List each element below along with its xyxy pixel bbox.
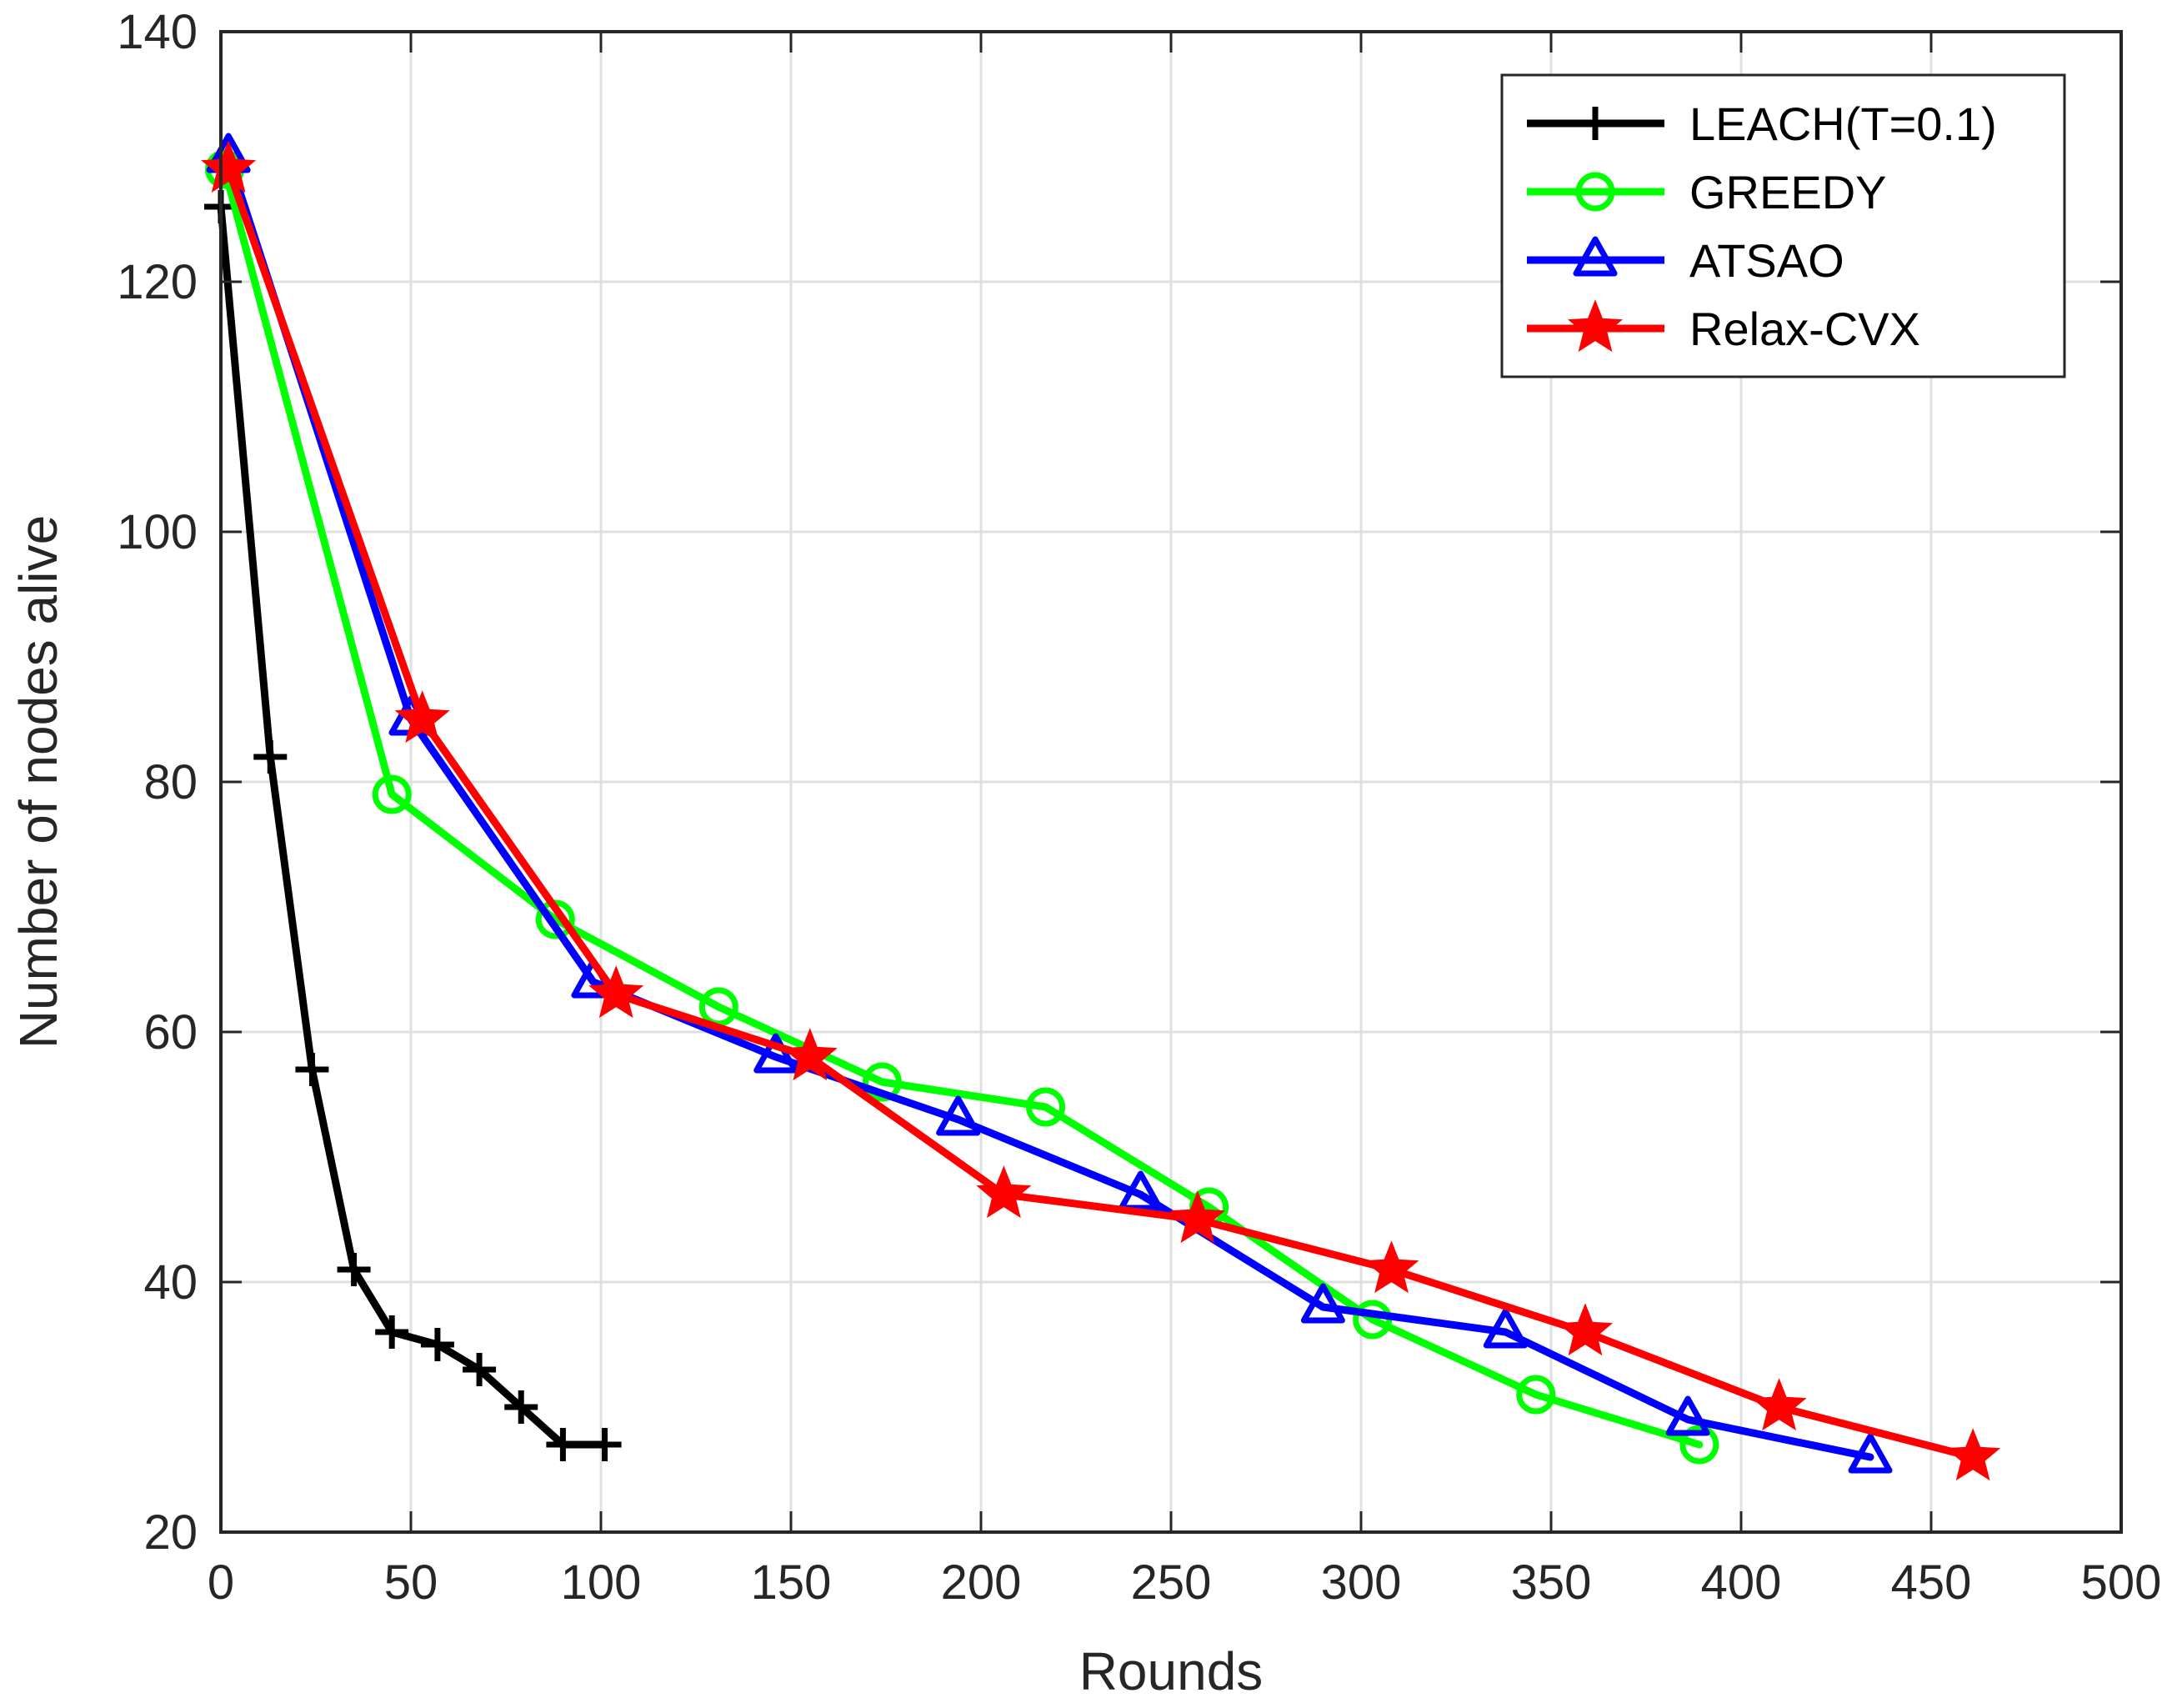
y-tick-label: 60 bbox=[143, 1005, 198, 1059]
data-point bbox=[1300, 1283, 1345, 1324]
series-group bbox=[201, 133, 2001, 1481]
x-tick-label: 150 bbox=[751, 1555, 832, 1610]
data-point bbox=[1119, 1170, 1164, 1211]
data-point bbox=[253, 740, 288, 774]
legend-item: LEACH(T=0.1) bbox=[1527, 98, 1997, 150]
x-tick-label: 250 bbox=[1131, 1555, 1212, 1610]
legend-label: ATSAO bbox=[1689, 234, 1844, 287]
data-point bbox=[588, 1428, 622, 1461]
data-point bbox=[463, 1353, 497, 1386]
data-point bbox=[295, 1053, 329, 1086]
data-point bbox=[394, 690, 450, 744]
data-point bbox=[372, 774, 412, 814]
y-tick-label: 80 bbox=[143, 755, 198, 809]
data-point bbox=[375, 1315, 409, 1349]
data-point bbox=[504, 1390, 538, 1424]
x-tick-label: 350 bbox=[1511, 1555, 1592, 1610]
x-axis-title: Rounds bbox=[1079, 1641, 1264, 1701]
data-point bbox=[976, 1165, 1032, 1219]
series-line bbox=[217, 203, 609, 1449]
x-tick-label: 0 bbox=[208, 1555, 234, 1610]
data-point bbox=[1751, 1378, 1807, 1431]
x-tick-label: 400 bbox=[1701, 1555, 1782, 1610]
data-point bbox=[1483, 1308, 1528, 1349]
x-tick-label: 300 bbox=[1321, 1555, 1402, 1610]
data-point bbox=[1169, 1190, 1225, 1244]
data-point bbox=[1848, 1433, 1893, 1474]
legend-marker bbox=[1568, 299, 1623, 353]
data-point bbox=[1558, 1303, 1614, 1356]
x-tick-label: 200 bbox=[941, 1555, 1022, 1610]
data-point bbox=[1516, 1375, 1556, 1415]
data-point bbox=[1026, 1087, 1066, 1127]
legend-marker bbox=[1575, 172, 1615, 212]
series-line bbox=[221, 165, 1704, 1449]
y-axis-title: Number of nodes alive bbox=[8, 515, 68, 1049]
series-line bbox=[224, 153, 1874, 1461]
data-point bbox=[753, 1033, 798, 1074]
legend-marker bbox=[1579, 107, 1612, 140]
y-tick-label: 140 bbox=[117, 5, 198, 59]
data-point bbox=[588, 965, 644, 1019]
legend-label: LEACH(T=0.1) bbox=[1689, 98, 1997, 150]
data-point bbox=[546, 1428, 580, 1461]
legend-label: GREEDY bbox=[1689, 166, 1887, 218]
data-point bbox=[1679, 1425, 1719, 1465]
data-point bbox=[782, 1028, 838, 1081]
data-point bbox=[1945, 1428, 2001, 1481]
legend-marker bbox=[1573, 236, 1618, 277]
series-relax-cvx bbox=[201, 140, 2001, 1481]
data-point bbox=[1364, 1240, 1419, 1294]
legend-item: ATSAO bbox=[1527, 234, 1844, 287]
data-point bbox=[862, 1062, 902, 1102]
data-point bbox=[201, 140, 257, 193]
legend-item: Relax-CVX bbox=[1527, 299, 1920, 355]
y-tick-label: 120 bbox=[117, 255, 198, 309]
y-tick-label: 20 bbox=[143, 1505, 198, 1560]
data-point bbox=[337, 1253, 371, 1286]
legend-item: GREEDY bbox=[1527, 166, 1887, 218]
x-tick-label: 450 bbox=[1891, 1555, 1972, 1610]
x-tick-label: 50 bbox=[384, 1555, 438, 1610]
ticks: 0 50 100 150 200 250 300 350 400 450 500 20 40 60 80 10… bbox=[117, 5, 2161, 1610]
x-tick-label: 500 bbox=[2081, 1555, 2162, 1610]
data-point bbox=[420, 1328, 454, 1361]
series-line bbox=[224, 165, 1977, 1461]
legend-label: Relax-CVX bbox=[1689, 303, 1920, 355]
x-tick-label: 100 bbox=[561, 1555, 642, 1610]
y-tick-label: 100 bbox=[117, 505, 198, 559]
data-point bbox=[1665, 1395, 1710, 1436]
data-point bbox=[936, 1095, 981, 1136]
y-tick-label: 40 bbox=[143, 1255, 198, 1310]
series-greedy bbox=[205, 149, 1719, 1465]
legend: LEACH(T=0.1) GREEDY ATSAO Relax-CVX bbox=[1500, 73, 2066, 378]
